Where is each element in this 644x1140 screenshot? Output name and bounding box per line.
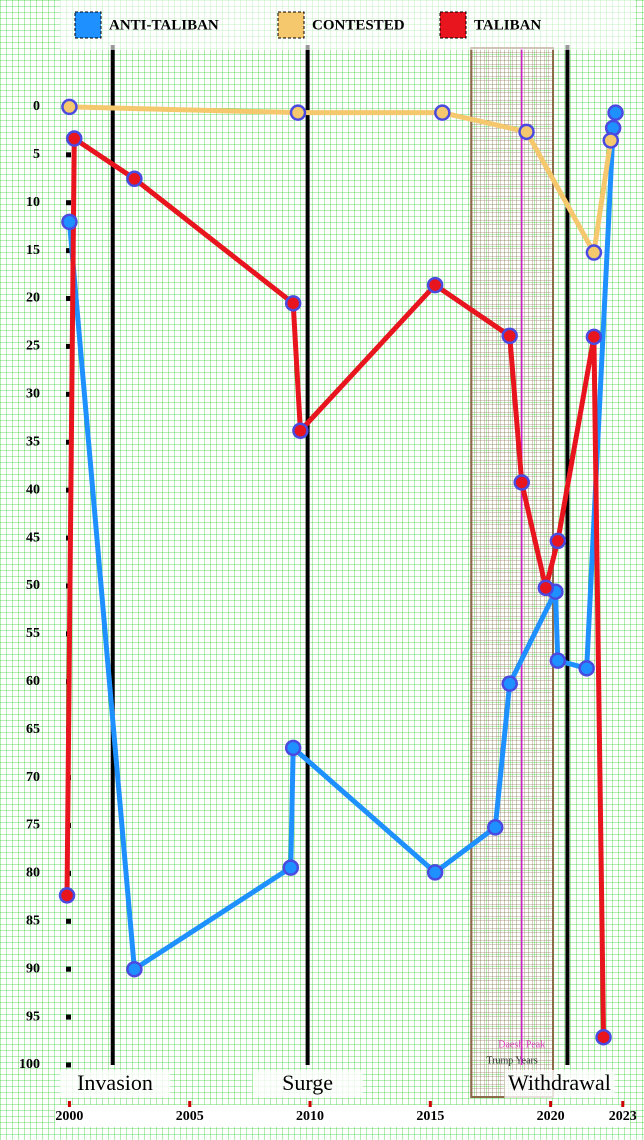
y-tick-label: 15 [26, 243, 40, 258]
y-tick [66, 439, 71, 445]
x-axis-band [55, 1105, 630, 1127]
data-point [61, 213, 78, 231]
data-point [578, 660, 595, 677]
shaded-label: Trump Years [486, 1055, 537, 1066]
phase-label-bg [504, 1070, 615, 1098]
x-tick-label: 2010 [296, 1109, 324, 1124]
data-point [602, 132, 620, 149]
legend-bg [60, 0, 635, 50]
x-tick-label: 2005 [176, 1109, 204, 1124]
series-line [69, 104, 614, 256]
y-tick-label: 40 [26, 482, 40, 497]
legend-label: TALIBAN [474, 17, 541, 33]
y-tick [66, 966, 71, 972]
data-point [61, 98, 78, 116]
y-tick-label: 35 [26, 434, 40, 449]
y-tick-label: 100 [19, 1057, 40, 1072]
x-tick-label: 2015 [416, 1109, 444, 1124]
y-tick-label: 30 [26, 387, 40, 402]
data-point [65, 130, 83, 147]
phase-label-bg [60, 1070, 170, 1098]
legend-swatch [277, 11, 305, 39]
data-point [595, 1028, 612, 1046]
data-point [126, 960, 143, 978]
data-point [518, 123, 535, 141]
data-point [434, 104, 451, 121]
y-tick [66, 152, 71, 158]
x-tick-label: 2020 [537, 1109, 565, 1124]
data-point [487, 819, 504, 836]
y-tick-label: 50 [26, 578, 40, 593]
x-tick-label: 2000 [55, 1109, 83, 1124]
data-point [282, 859, 300, 876]
data-point [284, 739, 302, 757]
y-tick [66, 1062, 71, 1068]
data-point [58, 887, 76, 904]
legend-label: ANTI-TALIBAN [109, 17, 219, 33]
data-point [501, 675, 518, 692]
series-line [66, 112, 619, 972]
phase-label: Surge [282, 1070, 333, 1095]
y-tick-label: 95 [26, 1009, 40, 1024]
y-tick-label: 70 [26, 770, 40, 785]
y-tick [66, 1014, 71, 1020]
data-point [126, 170, 143, 188]
data-point [607, 104, 624, 121]
y-tick-label: 90 [26, 961, 40, 976]
y-tick [66, 918, 71, 924]
phase-label-bg [252, 1070, 363, 1098]
y-tick-label: 85 [26, 914, 40, 929]
y-tick-label: 0 [33, 99, 40, 114]
data-point [501, 327, 518, 345]
y-tick-label: 60 [26, 674, 40, 689]
y-tick [66, 200, 71, 206]
data-point [292, 422, 309, 439]
y-tick [66, 391, 71, 397]
data-point [284, 295, 302, 312]
y-tick-label: 10 [26, 195, 40, 210]
data-point [426, 864, 444, 881]
data-point [426, 276, 444, 294]
x-tick-label: 2023 [609, 1109, 637, 1124]
data-point [289, 104, 307, 121]
data-point [549, 532, 567, 550]
phase-label: Withdrawal [508, 1070, 611, 1095]
y-tick-label: 5 [33, 147, 40, 162]
data-point [585, 244, 603, 261]
y-tick-label: 55 [26, 626, 40, 641]
series-line [64, 136, 607, 1038]
y-tick [66, 248, 71, 254]
data-point [513, 474, 530, 491]
shaded-region [470, 47, 555, 1098]
data-point [537, 579, 555, 597]
legend-label: CONTESTED [312, 17, 405, 33]
data-point [549, 652, 567, 669]
y-tick-label: 75 [26, 818, 40, 833]
data-point [585, 328, 603, 346]
y-tick-label: 80 [26, 866, 40, 881]
y-tick-label: 20 [26, 291, 40, 306]
legend-swatch [74, 11, 102, 39]
y-tick-label: 65 [26, 722, 40, 737]
marker-label: Daesh Peak [498, 1039, 545, 1050]
phase-label: Invasion [77, 1070, 153, 1095]
legend-swatch [439, 11, 467, 39]
y-tick-label: 25 [26, 339, 40, 354]
y-tick [66, 343, 71, 349]
y-tick [66, 296, 71, 302]
y-tick-label: 45 [26, 530, 40, 545]
